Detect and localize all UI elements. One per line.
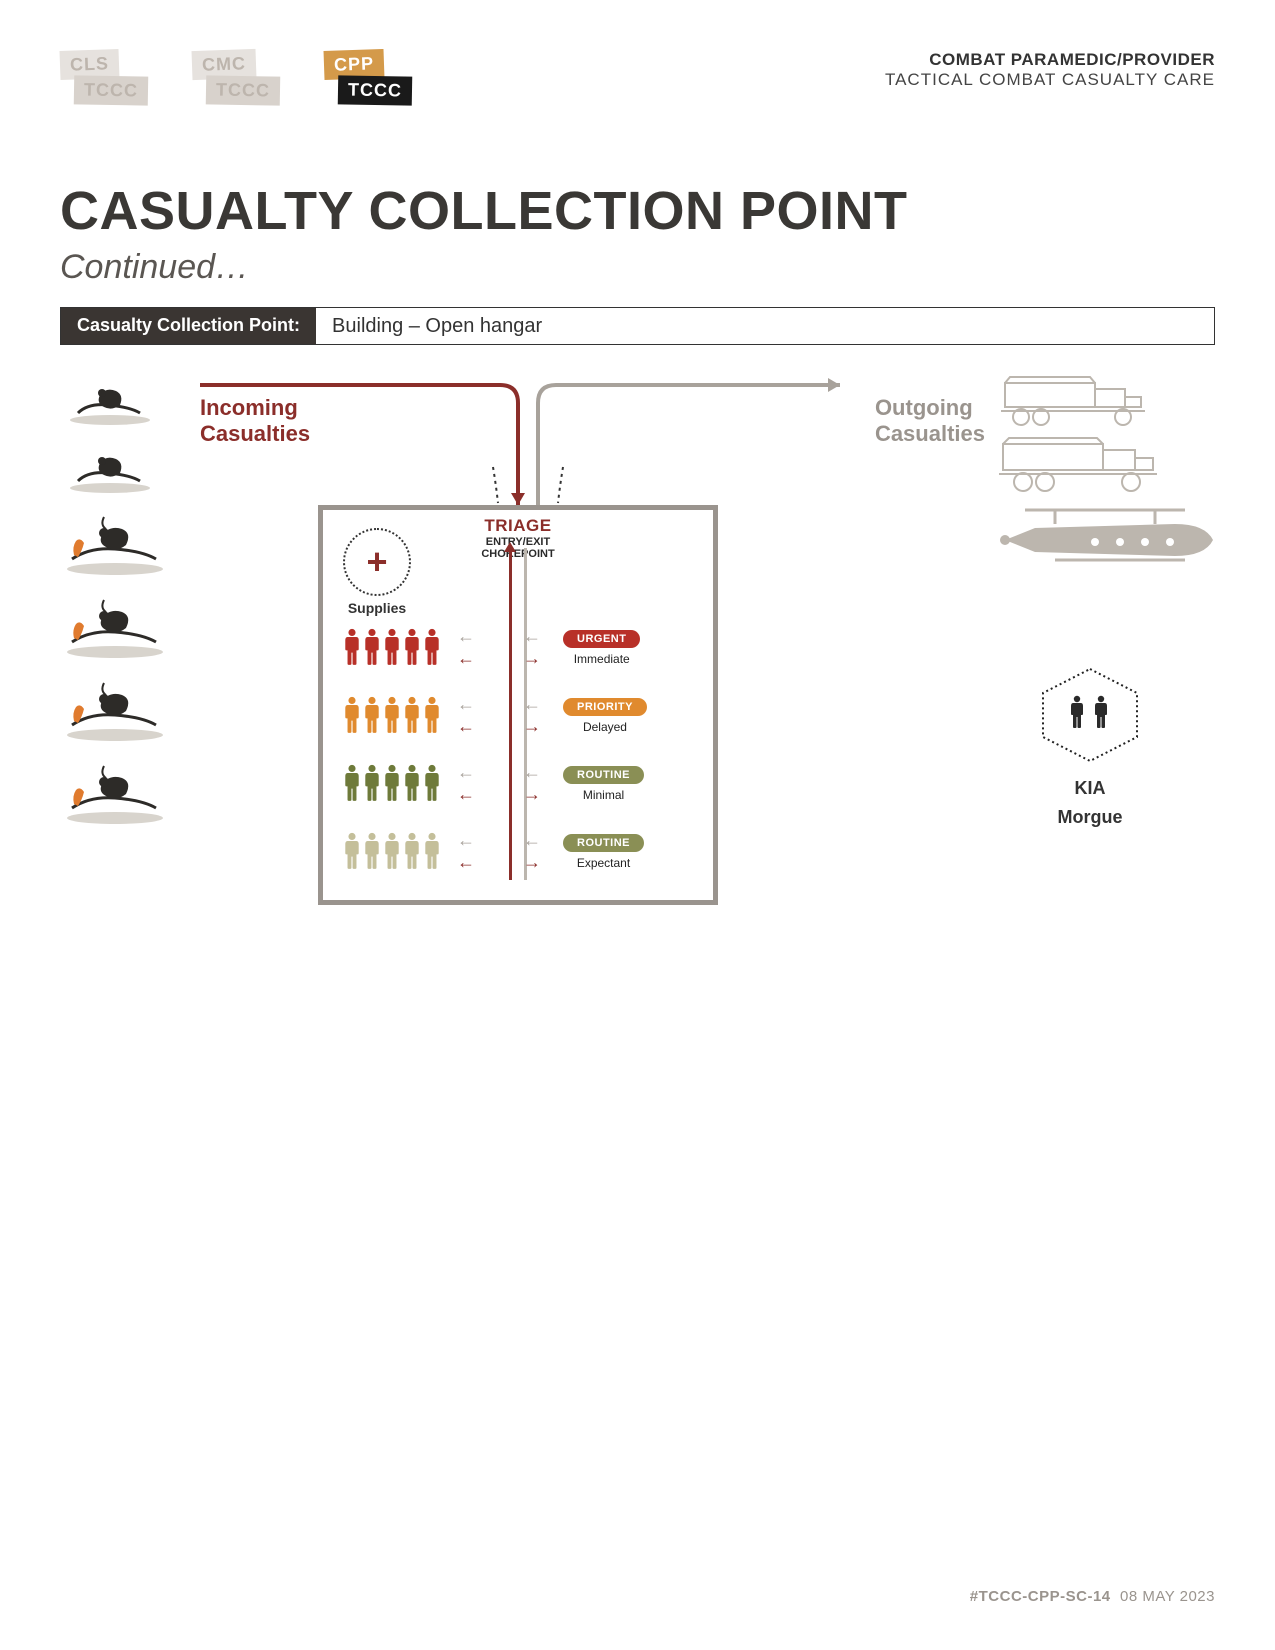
- section-bar: Casualty Collection Point: Building – Op…: [60, 307, 1215, 345]
- category-badge: ROUTINE: [563, 834, 644, 852]
- diagram: Incoming Casualties Outgoing Casualties: [60, 375, 1215, 935]
- badge-cls-bot: TCCC: [74, 75, 148, 105]
- people-group: [343, 832, 441, 870]
- truck-1-icon: [995, 375, 1155, 430]
- flow-arrows: ← ←: [457, 695, 475, 735]
- page-subtitle: Continued…: [60, 248, 1215, 287]
- flow-arrows-out: ← →: [523, 831, 541, 871]
- casualty-pair-icon: [60, 511, 170, 576]
- badge-cpp: CPP TCCC: [324, 50, 444, 110]
- kia-title: KIA: [1035, 778, 1145, 799]
- category-sublabel: Minimal: [563, 788, 644, 802]
- incoming-text-1: Incoming: [200, 395, 298, 420]
- supplies-label: Supplies: [343, 600, 411, 616]
- header-right: COMBAT PARAMEDIC/PROVIDER TACTICAL COMBA…: [885, 50, 1215, 90]
- kia-morgue: KIA Morgue: [1035, 665, 1145, 828]
- triage-row-delayed: ← ← ← → PRIORITY Delayed: [343, 690, 693, 740]
- category-badge: URGENT: [563, 630, 640, 648]
- people-group: [343, 764, 441, 802]
- casualty-icon: [60, 443, 160, 493]
- bar-value: Building – Open hangar: [316, 308, 558, 344]
- category-stack: ROUTINE Expectant: [563, 833, 644, 870]
- category-sublabel: Immediate: [563, 652, 640, 666]
- helicopter-icon: [995, 500, 1225, 570]
- casualty-icon: [60, 375, 160, 425]
- supplies-circle-icon: +: [343, 528, 411, 596]
- flow-arrows: ← ←: [457, 627, 475, 667]
- flow-arrows-out: ← →: [523, 627, 541, 667]
- vehicle-column: [995, 375, 1225, 570]
- truck-2-icon: [995, 436, 1165, 494]
- kia-sub: Morgue: [1035, 807, 1145, 828]
- triage-rows: ← ← ← → URGENT Immediate ← ← ← → PRIORIT…: [343, 622, 693, 894]
- kia-hexagon-icon: [1035, 665, 1145, 765]
- incoming-text-2: Casualties: [200, 421, 310, 446]
- outgoing-label: Outgoing Casualties: [875, 395, 985, 448]
- incoming-label: Incoming Casualties: [200, 395, 310, 448]
- flow-arrows-out: ← →: [523, 695, 541, 735]
- people-group: [343, 696, 441, 734]
- footer-date: 08 MAY 2023: [1120, 1588, 1215, 1605]
- category-badge: PRIORITY: [563, 698, 647, 716]
- plus-icon: +: [366, 541, 387, 583]
- triage-row-minimal: ← ← ← → ROUTINE Minimal: [343, 758, 693, 808]
- page-title: CASUALTY COLLECTION POINT: [60, 180, 1215, 242]
- category-stack: URGENT Immediate: [563, 629, 640, 666]
- category-sublabel: Expectant: [563, 856, 644, 870]
- outgoing-text-2: Casualties: [875, 421, 985, 446]
- triage-row-immediate: ← ← ← → URGENT Immediate: [343, 622, 693, 672]
- casualty-pair-icon: [60, 760, 170, 825]
- category-stack: ROUTINE Minimal: [563, 765, 644, 802]
- supplies: + Supplies: [343, 528, 411, 616]
- flow-arrows-out: ← →: [523, 763, 541, 803]
- outgoing-text-1: Outgoing: [875, 395, 973, 420]
- casualty-pair-icon: [60, 594, 170, 659]
- badge-cpp-bot: TCCC: [338, 75, 412, 105]
- people-group: [343, 628, 441, 666]
- flow-arrows: ← ←: [457, 831, 475, 871]
- category-stack: PRIORITY Delayed: [563, 697, 647, 734]
- header-provider: COMBAT PARAMEDIC/PROVIDER: [885, 50, 1215, 70]
- casualty-pair-icon: [60, 677, 170, 742]
- footer: #TCCC-CPP-SC-14 08 MAY 2023: [970, 1588, 1215, 1605]
- badge-cls: CLS TCCC: [60, 50, 180, 110]
- bar-label: Casualty Collection Point:: [61, 308, 316, 344]
- flow-arrows: ← ←: [457, 763, 475, 803]
- badge-cmc: CMC TCCC: [192, 50, 312, 110]
- footer-code: #TCCC-CPP-SC-14: [970, 1588, 1111, 1605]
- casualty-column: [60, 375, 170, 825]
- category-badge: ROUTINE: [563, 766, 644, 784]
- category-sublabel: Delayed: [563, 720, 647, 734]
- triage-box: TRIAGE ENTRY/EXIT CHOKEPOINT + Supplies: [318, 505, 718, 905]
- badge-cmc-bot: TCCC: [206, 75, 280, 105]
- header-subline: TACTICAL COMBAT CASUALTY CARE: [885, 70, 1215, 90]
- triage-row-expectant: ← ← ← → ROUTINE Expectant: [343, 826, 693, 876]
